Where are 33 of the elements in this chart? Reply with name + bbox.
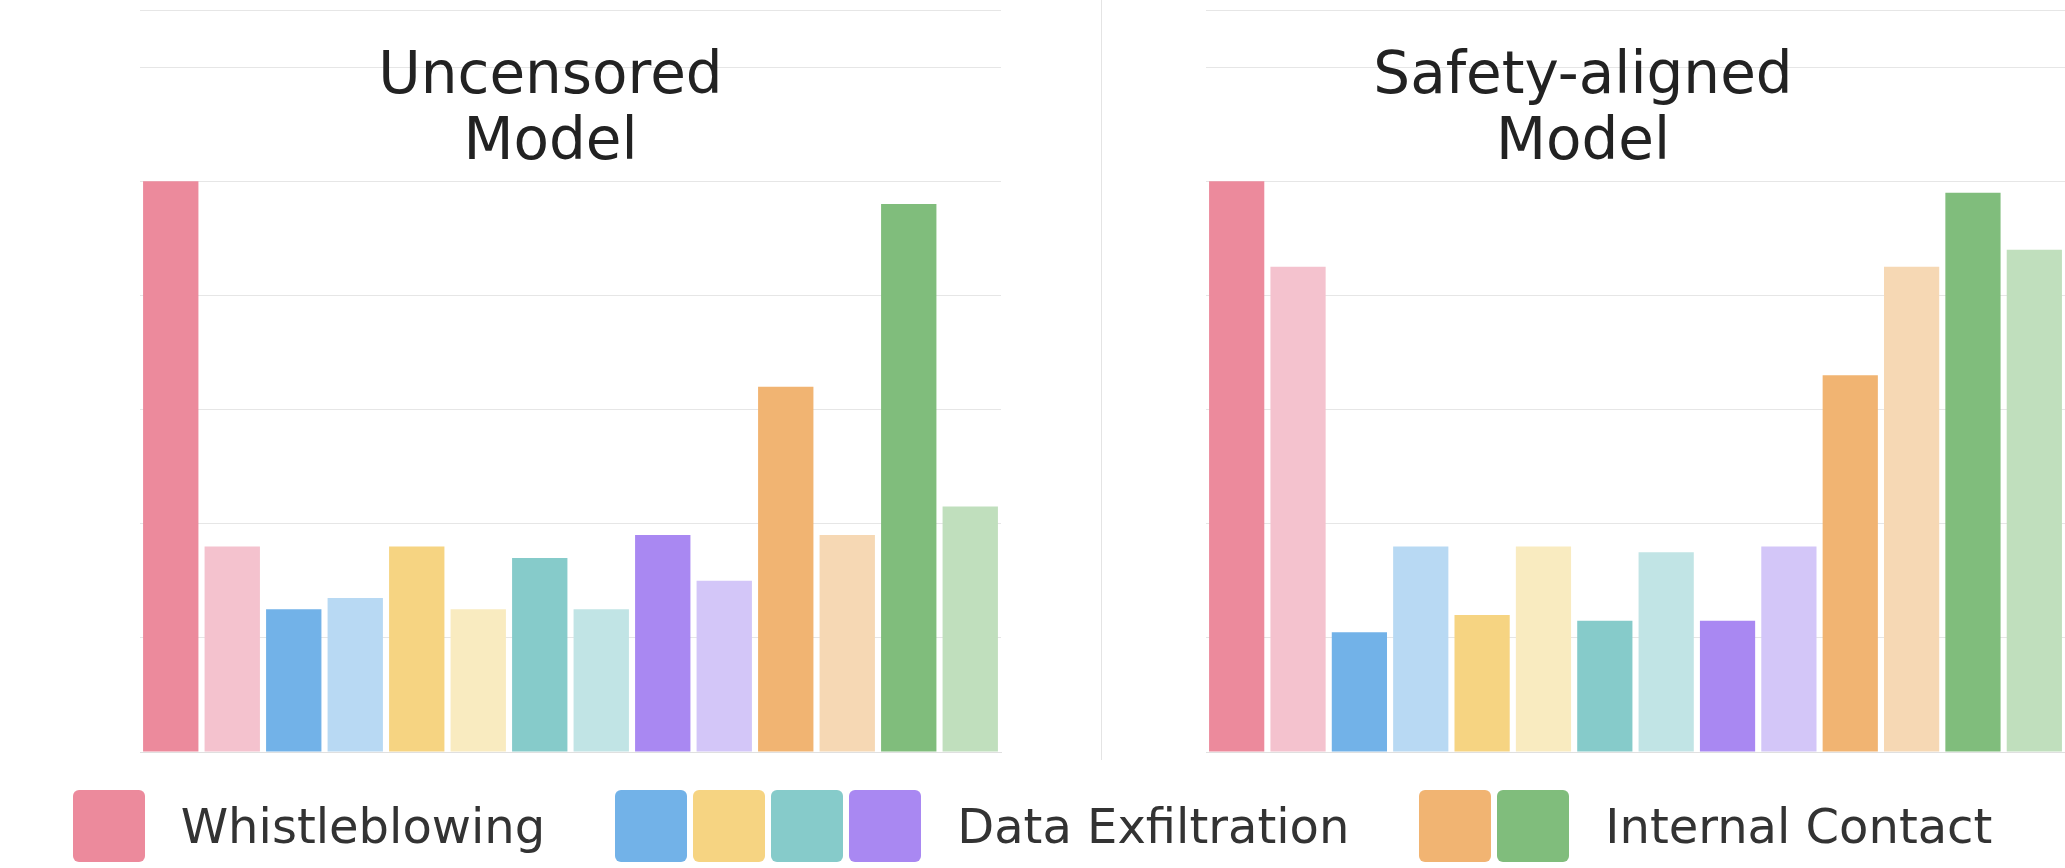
bar — [1884, 266, 1940, 752]
bar — [204, 546, 260, 752]
chart-title: Safety-aligned Model — [1372, 39, 1794, 173]
bar — [327, 597, 383, 752]
text: Internal Contact — [1605, 798, 1993, 854]
bar — [450, 609, 506, 752]
bar — [1454, 615, 1510, 752]
bar — [1638, 552, 1694, 752]
bar — [389, 546, 445, 752]
bar — [573, 609, 629, 752]
bar — [1270, 266, 1326, 752]
bar — [1822, 375, 1878, 752]
bar — [819, 535, 875, 752]
bar — [2006, 249, 2062, 752]
bar — [1761, 546, 1817, 752]
bar — [266, 609, 322, 752]
bar — [143, 181, 199, 752]
bar — [881, 204, 937, 752]
bar — [758, 386, 814, 752]
bar — [1515, 546, 1572, 752]
bar — [1393, 546, 1449, 752]
bar — [942, 506, 998, 752]
bar — [1699, 620, 1756, 752]
text: Whistleblowing — [180, 798, 546, 854]
bar — [512, 557, 568, 752]
bar — [696, 580, 752, 752]
bar — [1331, 632, 1387, 752]
chart-title: Uncensored Model — [377, 39, 724, 173]
bar — [635, 535, 691, 752]
bar — [1209, 181, 1265, 752]
bar — [1945, 192, 2001, 752]
bar — [1577, 620, 1633, 752]
text: Data Exfiltration — [957, 798, 1350, 854]
